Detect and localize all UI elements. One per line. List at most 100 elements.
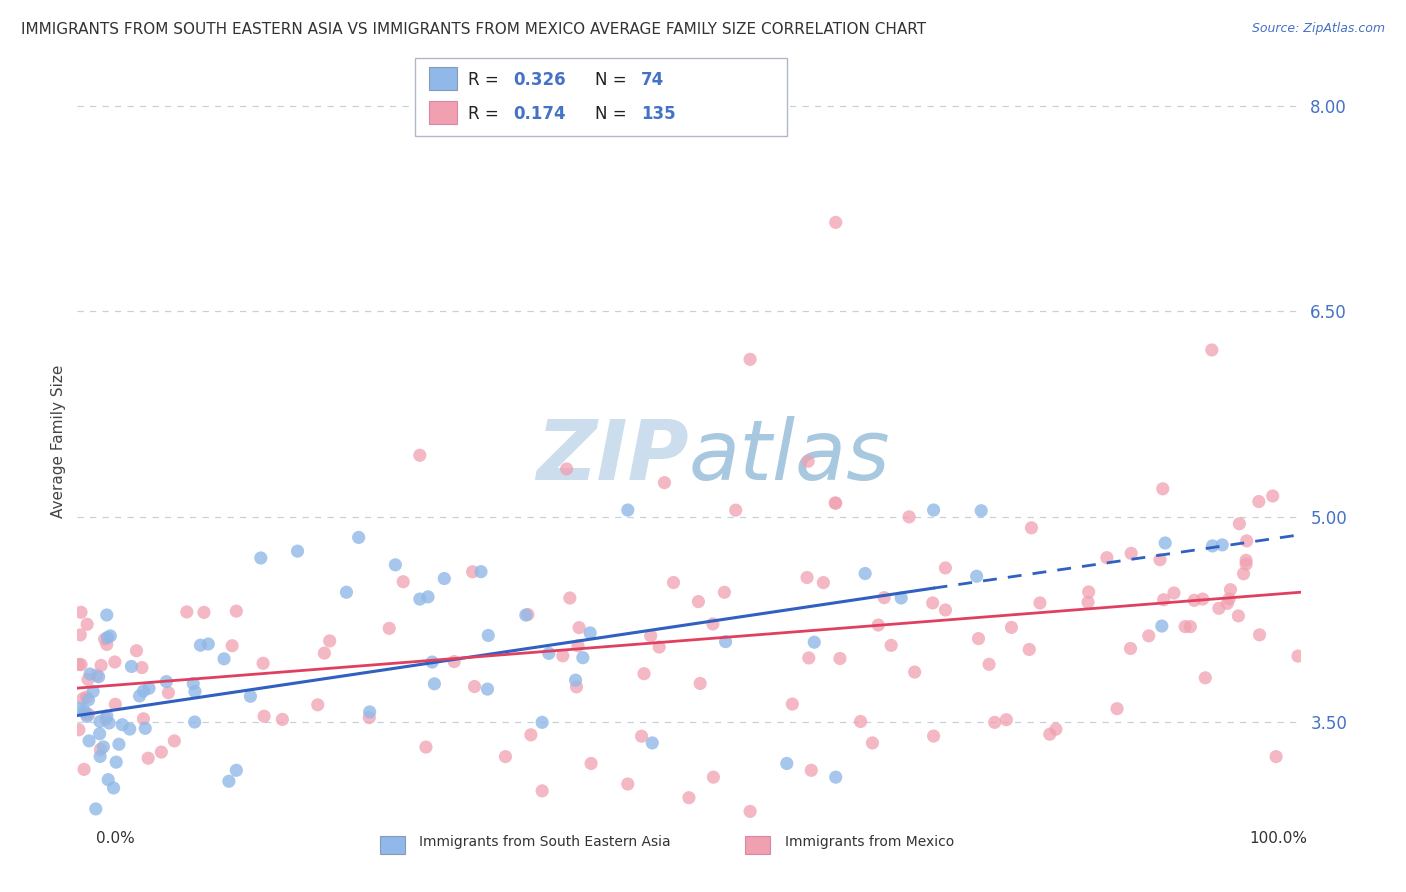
- Point: [77, 734, 100, 748]
- Point: [868, 618, 890, 632]
- Point: [197, 637, 219, 651]
- Point: [193, 606, 215, 620]
- Point: [76, 617, 98, 632]
- Point: [1149, 552, 1171, 566]
- Point: [252, 657, 274, 671]
- Point: [824, 770, 846, 784]
- Point: [77, 673, 100, 687]
- Point: [409, 448, 432, 462]
- Point: [461, 565, 484, 579]
- Point: [740, 352, 762, 367]
- Point: [157, 686, 180, 700]
- Point: [77, 707, 100, 722]
- Point: [702, 616, 724, 631]
- Point: [176, 605, 198, 619]
- Point: [617, 777, 640, 791]
- Point: [73, 704, 96, 718]
- Text: 0.174: 0.174: [513, 105, 565, 123]
- Point: [125, 644, 148, 658]
- Point: [136, 751, 159, 765]
- Point: [120, 659, 142, 673]
- Point: [824, 496, 846, 510]
- Text: Source: ZipAtlas.com: Source: ZipAtlas.com: [1251, 22, 1385, 36]
- Point: [633, 666, 655, 681]
- Point: [558, 591, 581, 605]
- Point: [96, 709, 118, 723]
- Point: [853, 566, 876, 581]
- Point: [70, 657, 93, 672]
- Point: [190, 638, 212, 652]
- Point: [221, 639, 243, 653]
- Point: [433, 572, 456, 586]
- Point: [416, 590, 439, 604]
- Point: [90, 658, 112, 673]
- Point: [1021, 521, 1043, 535]
- Point: [977, 657, 1000, 672]
- Point: [1211, 538, 1233, 552]
- Point: [922, 729, 945, 743]
- Point: [890, 591, 912, 605]
- Point: [132, 712, 155, 726]
- Point: [86, 668, 108, 682]
- Point: [776, 756, 799, 771]
- Point: [782, 697, 804, 711]
- Point: [1152, 482, 1174, 496]
- Text: Immigrants from South Eastern Asia: Immigrants from South Eastern Asia: [419, 835, 671, 849]
- Point: [1265, 749, 1288, 764]
- Point: [551, 648, 574, 663]
- Point: [1201, 539, 1223, 553]
- Point: [873, 591, 896, 605]
- Point: [995, 713, 1018, 727]
- Point: [1194, 671, 1216, 685]
- Point: [1216, 596, 1239, 610]
- Point: [1045, 722, 1067, 736]
- Text: R =: R =: [468, 105, 499, 123]
- Point: [105, 755, 128, 769]
- Point: [1191, 592, 1213, 607]
- Point: [463, 680, 485, 694]
- Point: [713, 585, 735, 599]
- Point: [1174, 619, 1197, 633]
- Point: [579, 626, 602, 640]
- Point: [662, 575, 685, 590]
- Text: 100.0%: 100.0%: [1250, 830, 1308, 846]
- Point: [423, 677, 446, 691]
- Point: [67, 657, 90, 672]
- Text: R =: R =: [468, 71, 499, 89]
- Point: [1180, 620, 1202, 634]
- Text: N =: N =: [595, 105, 626, 123]
- Point: [934, 561, 956, 575]
- Point: [76, 690, 98, 705]
- Point: [132, 684, 155, 698]
- Point: [212, 652, 235, 666]
- Text: IMMIGRANTS FROM SOUTH EASTERN ASIA VS IMMIGRANTS FROM MEXICO AVERAGE FAMILY SIZE: IMMIGRANTS FROM SOUTH EASTERN ASIA VS IM…: [21, 22, 927, 37]
- Point: [1286, 649, 1309, 664]
- Point: [79, 667, 101, 681]
- Point: [1218, 591, 1240, 606]
- Text: 0.326: 0.326: [513, 71, 565, 89]
- Point: [898, 509, 921, 524]
- Point: [89, 749, 111, 764]
- Point: [82, 684, 104, 698]
- Point: [104, 698, 127, 712]
- Point: [531, 715, 554, 730]
- Point: [1095, 550, 1118, 565]
- Point: [516, 607, 538, 622]
- Point: [131, 660, 153, 674]
- Point: [1137, 629, 1160, 643]
- Point: [678, 790, 700, 805]
- Point: [567, 639, 589, 653]
- Point: [648, 640, 671, 654]
- Point: [1029, 596, 1052, 610]
- Text: 74: 74: [641, 71, 665, 89]
- Point: [1000, 620, 1022, 634]
- Point: [89, 742, 111, 756]
- Point: [420, 655, 443, 669]
- Point: [824, 215, 846, 229]
- Point: [1219, 582, 1241, 597]
- Point: [803, 635, 825, 649]
- Point: [359, 710, 381, 724]
- Point: [150, 745, 173, 759]
- Point: [568, 621, 591, 635]
- Point: [970, 504, 993, 518]
